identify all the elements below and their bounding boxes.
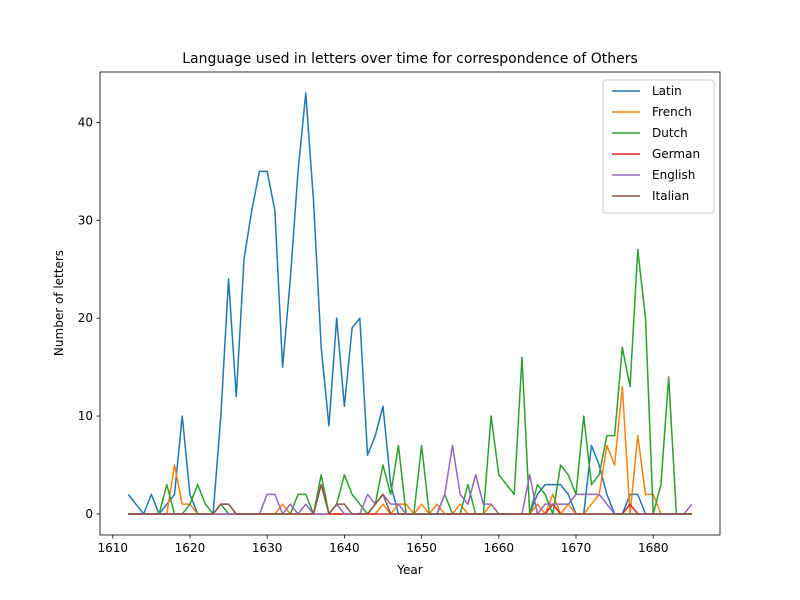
axes-frame xyxy=(99,71,721,536)
chart-title: Language used in letters over time for c… xyxy=(182,51,638,67)
legend-label: English xyxy=(652,168,695,182)
x-tick-label: 1610 xyxy=(97,541,128,555)
legend-label: French xyxy=(652,105,692,119)
y-axis-label: Number of letters xyxy=(52,250,66,356)
legend: Latin French Dutch German English Italian xyxy=(602,79,715,214)
legend-label: German xyxy=(652,147,700,161)
y-tick-label: 40 xyxy=(78,115,93,129)
series-layer xyxy=(127,92,693,515)
x-tick-label: 1660 xyxy=(484,541,515,555)
legend-label: Italian xyxy=(652,189,689,203)
y-tick-label: 0 xyxy=(85,507,93,521)
x-tick-label: 1680 xyxy=(638,541,669,555)
x-tick-label: 1670 xyxy=(561,541,592,555)
x-tick-label: 1650 xyxy=(406,541,437,555)
axes-layer: 1610 1620 1630 1640 1650 1660 1670 1680 0 10 20 30 4… xyxy=(78,71,721,555)
series-line-italian xyxy=(128,483,692,515)
x-tick-label: 1630 xyxy=(252,541,283,555)
x-tick-label: 1640 xyxy=(329,541,360,555)
x-axis-label: Year xyxy=(396,563,422,577)
legend-box xyxy=(602,79,715,214)
legend-label: Latin xyxy=(652,84,682,98)
y-tick-label: 20 xyxy=(78,311,93,325)
legend-label: Dutch xyxy=(652,126,688,140)
y-tick-label: 10 xyxy=(78,409,93,423)
x-tick-label: 1620 xyxy=(175,541,206,555)
y-tick-label: 30 xyxy=(78,213,93,227)
